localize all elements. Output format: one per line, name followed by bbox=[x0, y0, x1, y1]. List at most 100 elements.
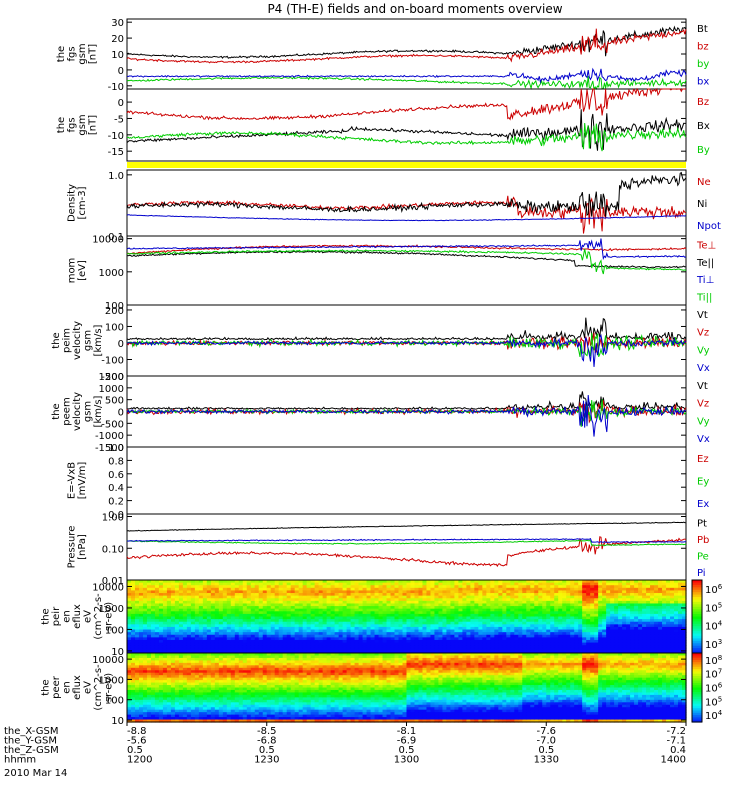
spectrogram-cell bbox=[486, 626, 491, 631]
spectrogram-cell bbox=[626, 650, 631, 654]
spectrogram-cell bbox=[590, 603, 595, 607]
spectrogram-cell bbox=[398, 626, 404, 631]
spectrogram-cell bbox=[182, 697, 188, 701]
spectrogram-cell bbox=[198, 590, 204, 594]
spectrogram-cell bbox=[486, 608, 491, 612]
spectrogram-cell bbox=[154, 680, 160, 684]
spectrogram-cell bbox=[234, 619, 240, 623]
spectrogram-cell bbox=[586, 642, 591, 646]
spectrogram-cell bbox=[422, 650, 428, 654]
spectrogram-cell bbox=[298, 642, 304, 646]
spectrogram-cell bbox=[458, 608, 463, 612]
spectrogram-cell bbox=[382, 637, 388, 641]
spectrogram-cell bbox=[534, 619, 539, 623]
spectrogram-cell bbox=[202, 719, 208, 723]
spectrogram-cell bbox=[130, 657, 136, 661]
spectrogram-cell bbox=[254, 626, 260, 631]
spectrogram-cell bbox=[662, 650, 667, 654]
spectrogram-cell bbox=[170, 675, 176, 679]
spectrogram-cell bbox=[614, 629, 619, 633]
spectrogram-cell bbox=[142, 662, 148, 666]
spectrogram-cell bbox=[422, 634, 428, 638]
spectrogram-cell bbox=[566, 590, 571, 594]
spectrogram-cell bbox=[238, 714, 244, 718]
spectrogram-cell bbox=[646, 616, 651, 620]
spectrogram-cell bbox=[186, 624, 192, 628]
spectrogram-cell bbox=[162, 608, 168, 612]
spectrogram-cell bbox=[598, 611, 603, 615]
spectrogram-cell bbox=[582, 593, 587, 597]
spectrogram-cell bbox=[674, 637, 679, 641]
spectrogram-cell bbox=[538, 645, 543, 649]
spectrogram-cell bbox=[482, 619, 487, 623]
spectrogram-cell bbox=[294, 593, 300, 597]
spectrogram-cell bbox=[206, 613, 212, 618]
spectrogram-cell bbox=[594, 582, 599, 586]
spectrogram-cell bbox=[674, 626, 679, 631]
spectrogram-cell bbox=[218, 603, 224, 607]
spectrogram-cell bbox=[482, 613, 487, 618]
spectrogram-cell bbox=[222, 582, 228, 586]
spectrogram-cell bbox=[398, 600, 404, 605]
spectrogram-cell bbox=[626, 590, 631, 594]
spectrogram-cell bbox=[382, 585, 388, 589]
spectrogram-cell bbox=[158, 694, 164, 698]
spectrogram-cell bbox=[310, 580, 316, 584]
spectrogram-cell bbox=[398, 585, 404, 589]
spectrogram-cell bbox=[190, 582, 196, 586]
spectrogram-cell bbox=[454, 598, 459, 602]
spectrogram-cell bbox=[446, 603, 452, 607]
spectrogram-cell bbox=[278, 639, 284, 644]
spectrogram-cell bbox=[314, 593, 320, 597]
spectrogram-cell bbox=[238, 682, 244, 686]
spectrogram-cell bbox=[162, 682, 168, 686]
spectrogram-cell bbox=[198, 682, 204, 686]
spectrogram-cell bbox=[234, 707, 240, 711]
spectrogram-cell bbox=[318, 603, 324, 607]
spectrogram-cell bbox=[502, 637, 507, 641]
spectrogram-cell bbox=[158, 717, 164, 721]
spectrogram-cell bbox=[390, 611, 396, 615]
spectrogram-cell bbox=[202, 639, 208, 644]
spectrogram-cell bbox=[210, 662, 216, 666]
spectrogram-cell bbox=[602, 613, 607, 618]
spectrogram-cell bbox=[638, 642, 643, 646]
spectrogram-cell bbox=[326, 645, 332, 649]
spectrogram-cell bbox=[242, 624, 248, 628]
spectrogram-cell bbox=[246, 580, 252, 584]
spectrogram-cell bbox=[182, 580, 188, 584]
spectrogram-cell bbox=[322, 645, 328, 649]
spectrogram-cell bbox=[378, 585, 384, 589]
spectrogram-cell bbox=[634, 645, 639, 649]
spectrogram-cell bbox=[170, 719, 176, 723]
spectrogram-cell bbox=[298, 645, 304, 649]
spectrogram-cell bbox=[554, 608, 559, 612]
spectrogram-cell bbox=[354, 600, 360, 605]
spectrogram-cell bbox=[154, 692, 160, 696]
spectrogram-cell bbox=[674, 613, 679, 618]
spectrogram-cell bbox=[350, 637, 356, 641]
spectrogram-cell bbox=[214, 655, 220, 659]
spectrogram-cell bbox=[318, 624, 324, 628]
spectrogram-cell bbox=[402, 650, 408, 654]
spectrogram-cell bbox=[238, 611, 244, 615]
spectrogram-cell bbox=[258, 632, 264, 636]
spectrogram-cell bbox=[450, 645, 456, 649]
spectrogram-cell bbox=[174, 613, 180, 618]
spectrogram-cell bbox=[282, 616, 288, 620]
spectrogram-cell bbox=[546, 639, 551, 644]
spectrogram-cell bbox=[670, 593, 675, 597]
spectrogram-cell bbox=[602, 647, 607, 651]
spectrogram-cell bbox=[458, 624, 463, 628]
spectrogram-cell bbox=[406, 613, 412, 618]
spectrogram-cell bbox=[654, 603, 659, 607]
spectrogram-cell bbox=[410, 624, 416, 628]
spectrogram-cell bbox=[222, 672, 228, 676]
spectrogram-cell bbox=[146, 624, 152, 628]
spectrogram-cell bbox=[130, 613, 136, 618]
spectrogram-cell bbox=[242, 585, 248, 589]
spectrogram-cell bbox=[502, 600, 507, 605]
spectrogram-cell bbox=[186, 694, 192, 698]
spectrogram-cell bbox=[474, 582, 479, 586]
spectrogram-cell bbox=[314, 603, 320, 607]
